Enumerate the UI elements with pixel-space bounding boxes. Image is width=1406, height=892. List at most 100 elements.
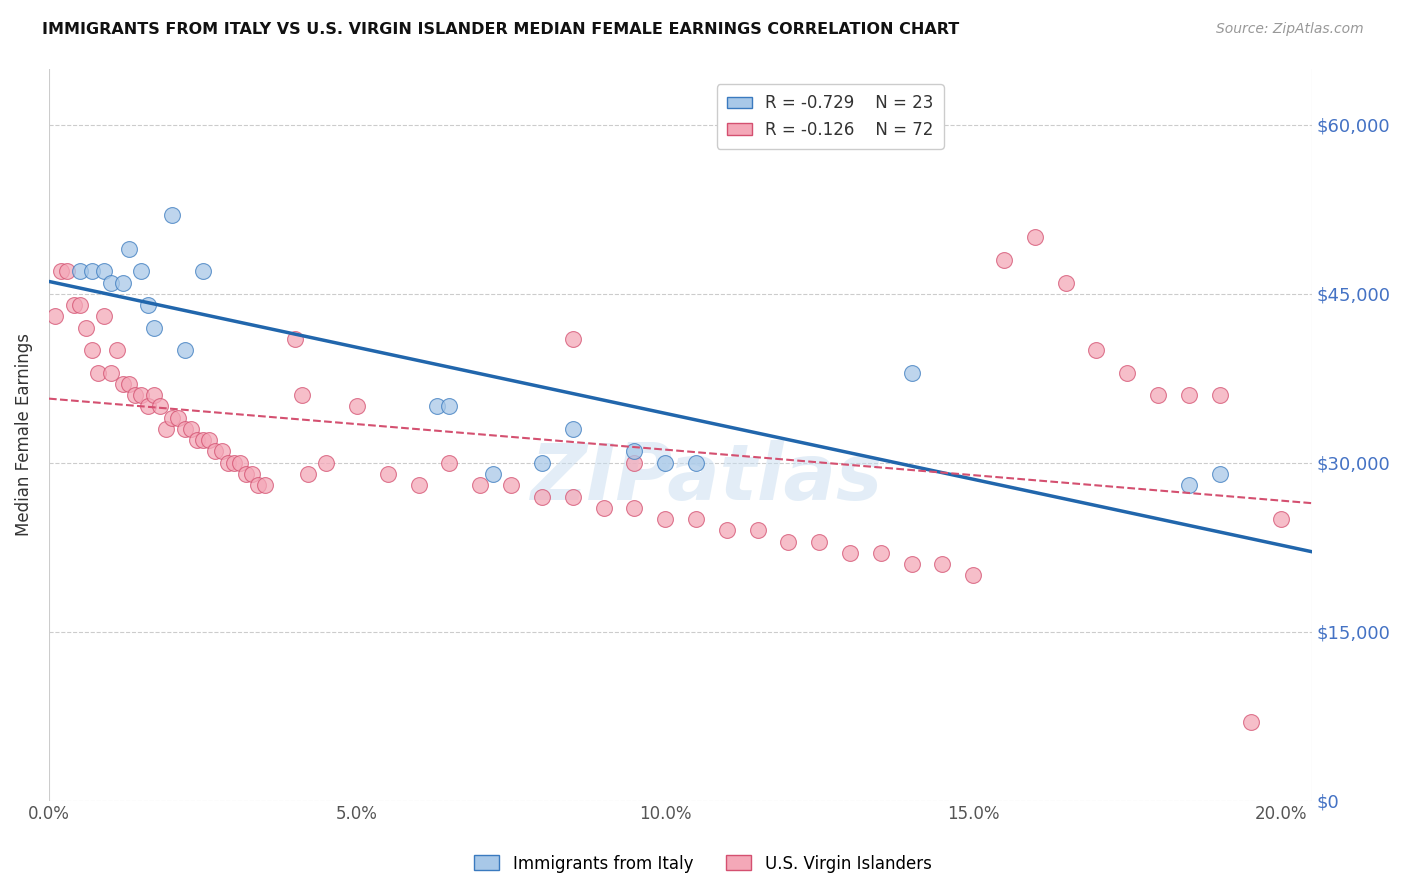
Point	[191, 264, 214, 278]
Point	[69, 298, 91, 312]
Point	[93, 264, 115, 278]
Point	[1270, 512, 1292, 526]
Point	[229, 456, 252, 470]
Point	[685, 456, 707, 470]
Point	[118, 242, 141, 256]
Point	[222, 456, 245, 470]
Point	[315, 456, 337, 470]
Point	[124, 388, 146, 402]
Point	[173, 343, 195, 357]
Point	[778, 534, 800, 549]
Point	[235, 467, 257, 481]
Point	[808, 534, 831, 549]
Point	[75, 320, 97, 334]
Point	[501, 478, 523, 492]
Point	[561, 490, 583, 504]
Point	[869, 546, 891, 560]
Point	[186, 433, 208, 447]
Point	[211, 444, 233, 458]
Point	[377, 467, 399, 481]
Point	[439, 456, 461, 470]
Point	[426, 400, 449, 414]
Point	[131, 388, 153, 402]
Point	[167, 410, 190, 425]
Point	[284, 332, 307, 346]
Point	[142, 320, 165, 334]
Point	[623, 444, 645, 458]
Point	[191, 433, 214, 447]
Point	[993, 252, 1015, 267]
Point	[1147, 388, 1170, 402]
Point	[931, 557, 953, 571]
Point	[654, 456, 676, 470]
Point	[111, 376, 134, 391]
Point	[136, 298, 159, 312]
Point	[82, 343, 104, 357]
Point	[561, 422, 583, 436]
Point	[87, 366, 110, 380]
Point	[105, 343, 128, 357]
Point	[180, 422, 202, 436]
Text: ZIPatlas: ZIPatlas	[530, 441, 882, 516]
Point	[346, 400, 368, 414]
Text: Source: ZipAtlas.com: Source: ZipAtlas.com	[1216, 22, 1364, 37]
Point	[685, 512, 707, 526]
Point	[1209, 388, 1232, 402]
Point	[198, 433, 221, 447]
Point	[962, 568, 984, 582]
Point	[93, 310, 115, 324]
Point	[173, 422, 195, 436]
Legend: Immigrants from Italy, U.S. Virgin Islanders: Immigrants from Italy, U.S. Virgin Islan…	[468, 848, 938, 880]
Point	[160, 410, 183, 425]
Point	[1178, 478, 1201, 492]
Point	[1024, 230, 1046, 244]
Point	[291, 388, 314, 402]
Point	[51, 264, 73, 278]
Point	[561, 332, 583, 346]
Point	[149, 400, 172, 414]
Text: IMMIGRANTS FROM ITALY VS U.S. VIRGIN ISLANDER MEDIAN FEMALE EARNINGS CORRELATION: IMMIGRANTS FROM ITALY VS U.S. VIRGIN ISL…	[42, 22, 959, 37]
Point	[1239, 714, 1261, 729]
Point	[240, 467, 263, 481]
Point	[142, 388, 165, 402]
Point	[247, 478, 270, 492]
Point	[592, 500, 614, 515]
Point	[56, 264, 79, 278]
Point	[217, 456, 239, 470]
Point	[530, 456, 553, 470]
Point	[155, 422, 177, 436]
Point	[160, 208, 183, 222]
Legend: R = -0.729    N = 23, R = -0.126    N = 72: R = -0.729 N = 23, R = -0.126 N = 72	[717, 84, 943, 148]
Point	[82, 264, 104, 278]
Point	[1085, 343, 1108, 357]
Point	[100, 366, 122, 380]
Point	[69, 264, 91, 278]
Point	[1209, 467, 1232, 481]
Point	[716, 524, 738, 538]
Point	[747, 524, 769, 538]
Point	[44, 310, 66, 324]
Point	[900, 557, 922, 571]
Point	[623, 500, 645, 515]
Point	[654, 512, 676, 526]
Point	[470, 478, 492, 492]
Point	[530, 490, 553, 504]
Point	[111, 276, 134, 290]
Point	[623, 456, 645, 470]
Point	[204, 444, 226, 458]
Point	[1054, 276, 1077, 290]
Point	[1178, 388, 1201, 402]
Point	[439, 400, 461, 414]
Point	[136, 400, 159, 414]
Point	[118, 376, 141, 391]
Y-axis label: Median Female Earnings: Median Female Earnings	[15, 333, 32, 536]
Point	[408, 478, 430, 492]
Point	[131, 264, 153, 278]
Point	[481, 467, 503, 481]
Point	[253, 478, 276, 492]
Point	[100, 276, 122, 290]
Point	[62, 298, 84, 312]
Point	[297, 467, 319, 481]
Point	[900, 366, 922, 380]
Point	[839, 546, 862, 560]
